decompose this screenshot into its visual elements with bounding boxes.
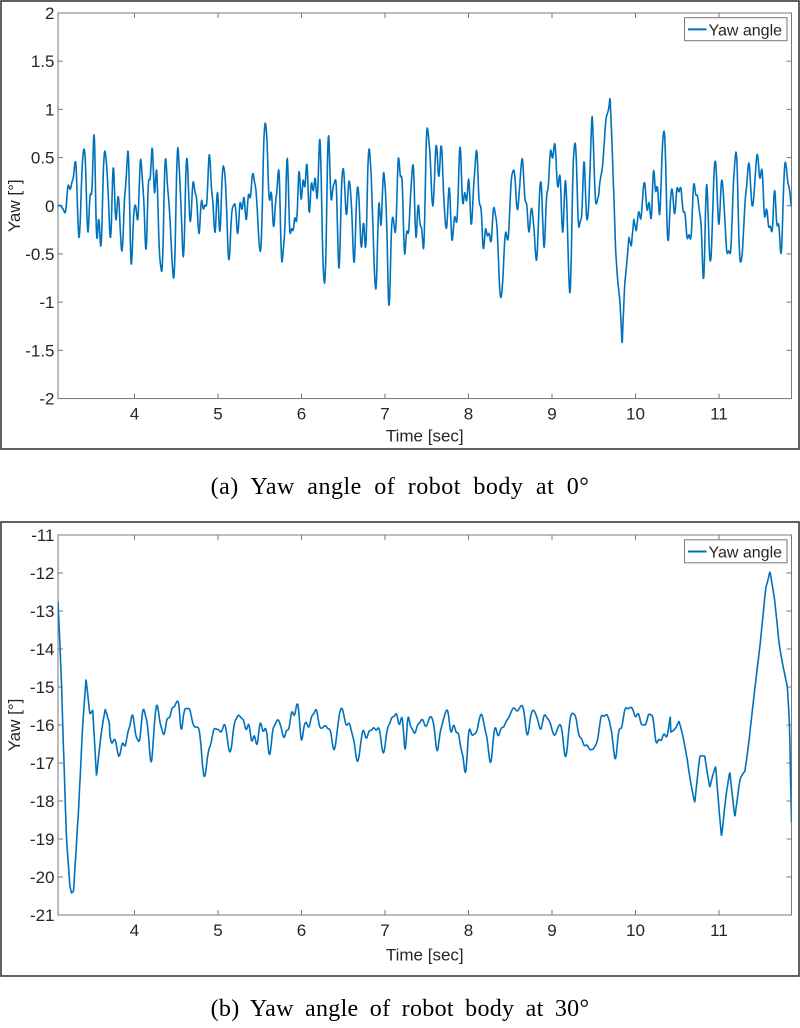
svg-text:-1: -1 [39,293,54,312]
svg-text:2: 2 [45,4,54,23]
svg-text:-19: -19 [30,830,55,849]
svg-text:8: 8 [464,405,473,424]
svg-text:Yaw [°]: Yaw [°] [5,179,24,232]
svg-text:Time [sec]: Time [sec] [386,946,464,965]
svg-text:6: 6 [297,405,306,424]
svg-text:7: 7 [380,405,389,424]
svg-text:-16: -16 [30,716,55,735]
svg-text:-15: -15 [30,678,55,697]
svg-text:-11: -11 [31,526,54,545]
svg-text:11: 11 [710,405,728,424]
svg-text:Yaw angle: Yaw angle [709,544,783,561]
svg-text:1: 1 [45,100,54,119]
svg-text:1.5: 1.5 [31,52,55,71]
svg-text:-13: -13 [30,602,55,621]
svg-text:4: 4 [130,405,139,424]
svg-text:Yaw angle: Yaw angle [709,22,783,39]
svg-text:-2: -2 [39,390,54,409]
svg-text:-0.5: -0.5 [25,245,54,264]
svg-text:-1.5: -1.5 [25,341,54,360]
svg-text:-12: -12 [30,564,55,583]
svg-text:5: 5 [213,405,222,424]
svg-text:4: 4 [130,921,139,940]
svg-text:-20: -20 [30,868,55,887]
svg-text:0.5: 0.5 [31,149,55,168]
svg-text:-18: -18 [30,792,55,811]
svg-text:-17: -17 [30,754,55,773]
svg-text:10: 10 [626,405,645,424]
svg-text:Yaw [°]: Yaw [°] [5,699,24,752]
svg-text:8: 8 [464,921,473,940]
svg-text:-21: -21 [30,906,55,925]
svg-text:6: 6 [297,921,306,940]
svg-text:5: 5 [213,921,222,940]
svg-text:-14: -14 [30,640,55,659]
svg-text:9: 9 [547,405,556,424]
svg-text:Time [sec]: Time [sec] [386,427,464,446]
svg-text:7: 7 [380,921,389,940]
svg-text:11: 11 [710,921,728,940]
svg-text:10: 10 [626,921,645,940]
svg-text:0: 0 [45,197,54,216]
svg-text:9: 9 [547,921,556,940]
